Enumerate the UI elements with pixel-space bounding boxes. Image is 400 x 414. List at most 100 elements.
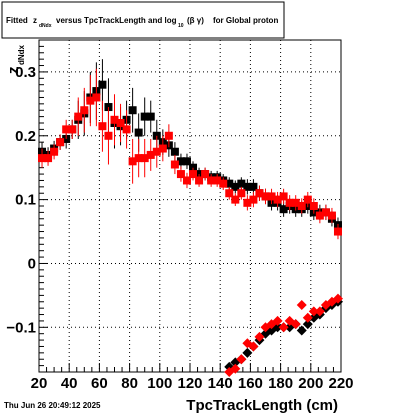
- data-point-square: [38, 154, 47, 163]
- data-point-square: [309, 202, 318, 210]
- data-point-square: [152, 147, 161, 156]
- data-point-diamond: [308, 306, 319, 317]
- data-point-square: [98, 80, 107, 89]
- data-point-square: [225, 179, 234, 188]
- data-series: [38, 68, 342, 240]
- data-point-square: [80, 106, 89, 115]
- data-point-square: [219, 179, 228, 188]
- chart-title-beta-gamma: (β γ): [187, 16, 204, 25]
- x-tick-label: 20: [31, 375, 48, 392]
- y-tick-label: 0.3: [15, 64, 36, 81]
- data-point-square: [279, 205, 288, 214]
- y-axis-title: z dNdx: [5, 44, 26, 74]
- data-point-diamond: [248, 341, 259, 352]
- data-point-square: [237, 189, 246, 198]
- data-point-square: [134, 154, 143, 163]
- title-box-frame: [1, 1, 285, 39]
- data-point-square: [249, 195, 258, 204]
- y-tick-label: 0.1: [15, 192, 36, 209]
- timestamp-label: Thu Jun 26 20:49:12 2025: [4, 401, 101, 410]
- title-box: Fitted z dNdx versus TpcTrackLength and …: [1, 1, 285, 39]
- chart-title-end: for Global proton: [213, 16, 278, 25]
- x-tick-label: 200: [298, 375, 323, 392]
- data-point-diamond: [332, 293, 343, 304]
- data-point-diamond: [254, 331, 265, 342]
- data-point-square: [231, 182, 240, 191]
- x-axis-title: TpcTrackLength (cm): [186, 397, 338, 414]
- data-point-square: [158, 144, 167, 153]
- data-point-diamond: [296, 325, 307, 336]
- data-point-diamond: [272, 315, 283, 326]
- data-point-square: [303, 195, 312, 204]
- chart-title-part-1: Fitted: [6, 16, 28, 25]
- x-tick-label: 120: [177, 375, 202, 392]
- y-tick-label: −0.1: [6, 319, 36, 336]
- data-point-square: [333, 227, 342, 236]
- x-tick-label: 220: [328, 375, 353, 392]
- data-point-diamond: [290, 319, 301, 330]
- data-point-square: [273, 195, 282, 204]
- data-point-square: [279, 192, 288, 201]
- data-point-diamond: [242, 347, 253, 358]
- data-point-square: [201, 170, 210, 179]
- data-point-square: [110, 115, 119, 124]
- y-tick-label: 0.2: [15, 128, 36, 145]
- x-tick-label: 40: [61, 375, 78, 392]
- data-point-square: [243, 182, 252, 191]
- data-point-square: [189, 170, 198, 179]
- data-point-square: [116, 119, 125, 127]
- data-series: [224, 293, 343, 377]
- data-point-square: [128, 157, 137, 166]
- data-point-square: [68, 125, 77, 134]
- data-point-diamond: [278, 322, 289, 333]
- data-point-square: [140, 154, 149, 163]
- y-tick-label: 0: [28, 255, 36, 272]
- data-point-square: [327, 211, 336, 220]
- tick-label-layer: 20 40 60 80 100 120 140 160 180 200 220 −0.1 0 0.1 0.2…: [6, 64, 353, 392]
- data-point-diamond: [230, 363, 241, 374]
- data-point-square: [146, 150, 155, 159]
- x-tick-label: 80: [121, 375, 138, 392]
- x-tick-label: 160: [238, 375, 263, 392]
- x-tick-label: 60: [91, 375, 108, 392]
- chart-title-log-sub: 10: [178, 23, 184, 29]
- data-point-square: [321, 208, 330, 217]
- chart-title-z-sub: dNdx: [39, 23, 52, 29]
- data-point-square: [182, 176, 191, 185]
- tick-layer: [38, 45, 342, 372]
- data-point-diamond: [302, 319, 313, 330]
- data-point-square: [255, 189, 264, 198]
- data-point-square: [195, 176, 204, 185]
- data-point-square: [291, 198, 300, 207]
- data-point-square: [261, 192, 270, 201]
- data-point-square: [146, 112, 155, 121]
- chart-title-z: z: [33, 16, 37, 25]
- data-point-square: [56, 138, 65, 147]
- data-point-square: [170, 160, 179, 169]
- data-point-square: [231, 195, 240, 204]
- data-point-square: [225, 189, 234, 198]
- data-layer: [38, 59, 343, 377]
- data-point-diamond: [302, 312, 313, 323]
- chart-title-versus: versus TpcTrackLength and log: [56, 16, 177, 25]
- data-point-diamond: [296, 299, 307, 310]
- data-point-square: [249, 182, 258, 191]
- data-point-square: [285, 198, 294, 207]
- data-point-square: [140, 112, 149, 121]
- data-point-square: [267, 192, 276, 201]
- data-point-diamond: [314, 306, 325, 317]
- data-point-square: [104, 131, 113, 140]
- data-point-square: [122, 125, 131, 134]
- data-point-square: [237, 179, 246, 188]
- data-point-square: [92, 93, 101, 102]
- data-point-square: [207, 176, 216, 185]
- x-tick-label: 100: [147, 375, 172, 392]
- data-point-square: [98, 122, 107, 131]
- data-point-square: [297, 202, 306, 210]
- data-point-square: [74, 112, 83, 121]
- data-point-square: [128, 106, 137, 115]
- data-point-square: [170, 147, 179, 156]
- x-tick-label: 180: [268, 375, 293, 392]
